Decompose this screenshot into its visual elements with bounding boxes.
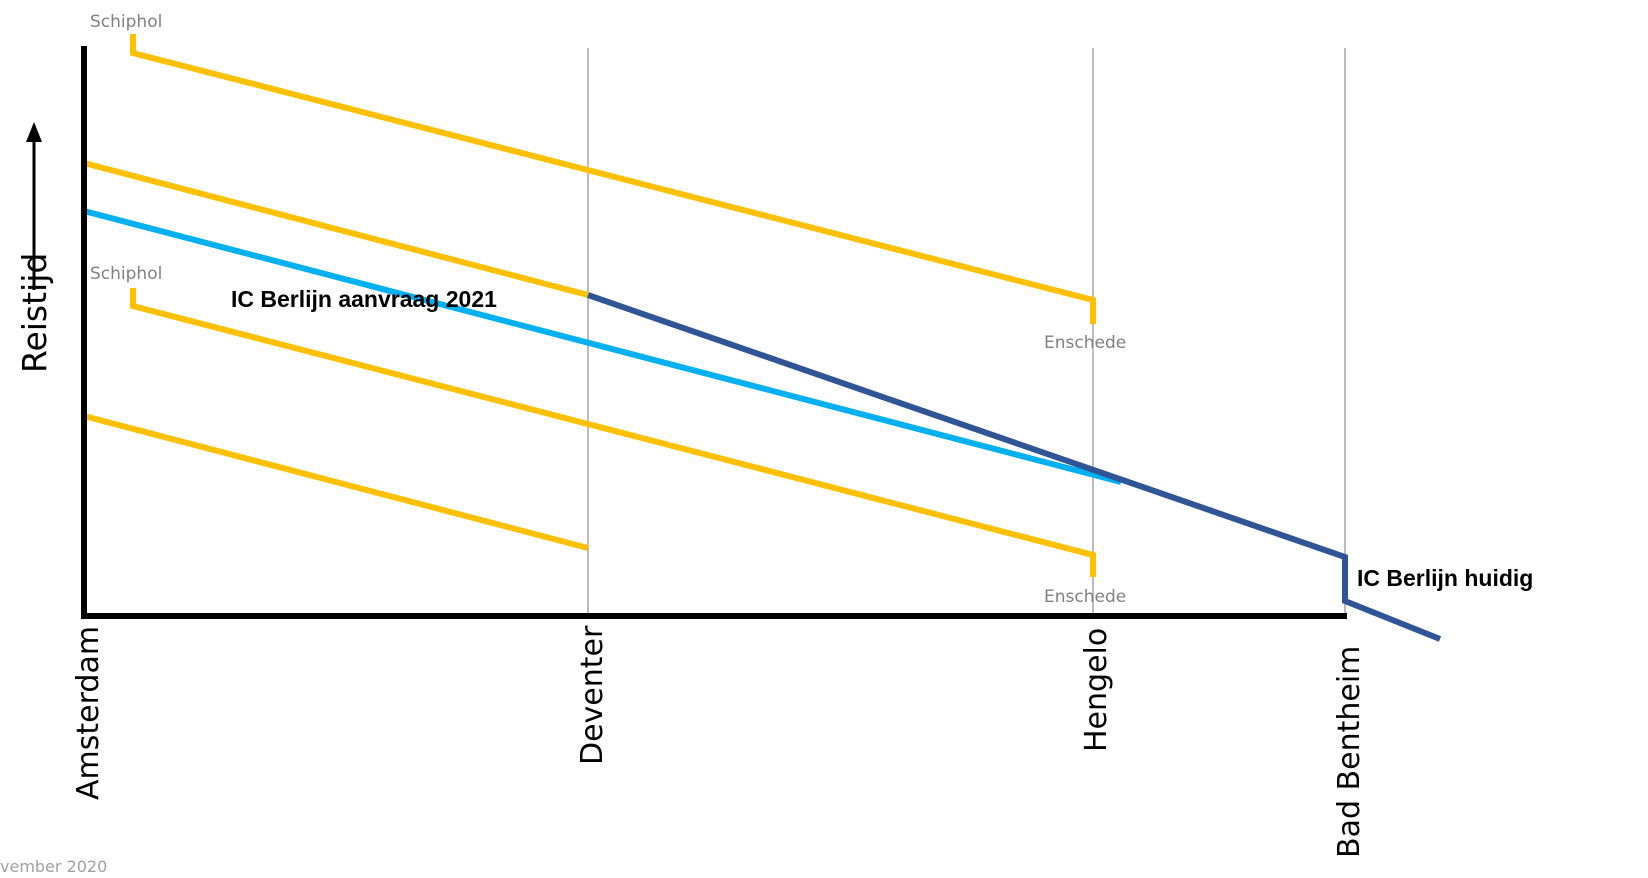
train-path-schiphol-enschede-top [130,34,1096,324]
label-ic-berlijn-huidig: IC Berlijn huidig [1357,565,1533,591]
label-ic-berlijn-aanvraag: IC Berlijn aanvraag 2021 [231,286,497,312]
train-path-amsterdam-deventer-lower [83,413,589,551]
ic-berlijn-huidig-path [587,292,1442,642]
station-label-amsterdam: Amsterdam [71,626,106,800]
y-axis-arrow-head-icon [26,122,42,142]
footer-date: vember 2020 [0,857,107,876]
train-path-amsterdam-deventer-upper [83,160,589,298]
station-label-bad-bentheim: Bad Bentheim [1332,646,1367,858]
label-schiphol-mid: Schiphol [90,264,162,284]
ic-berlijn-aanvraag-path [83,208,1122,485]
station-label-hengelo: Hengelo [1079,628,1114,752]
label-enschede-top: Enschede [1044,333,1126,353]
train-path-schiphol-enschede-mid [130,288,1096,577]
label-schiphol-top: Schiphol [90,12,162,32]
station-label-deventer: Deventer [575,625,610,765]
label-enschede-bottom: Enschede [1044,587,1126,607]
